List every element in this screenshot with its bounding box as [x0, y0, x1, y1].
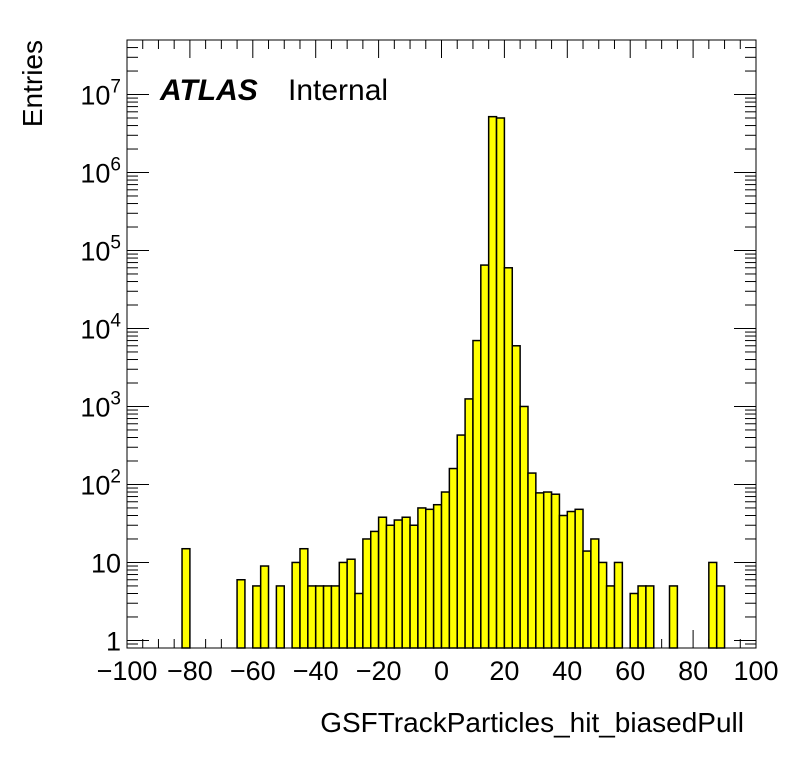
histogram-bin — [307, 585, 317, 649]
histogram-bin — [181, 547, 191, 649]
y-tick-label: 102 — [80, 466, 121, 500]
histogram-bin — [401, 516, 411, 649]
y-tick-label: 1 — [106, 626, 121, 656]
y-axis-title: Entries — [17, 40, 48, 127]
histogram-bin — [432, 503, 443, 649]
histogram-bin — [637, 585, 647, 649]
x-tick-label: 60 — [615, 656, 645, 686]
histogram-bin — [668, 585, 679, 649]
histogram-bin — [519, 405, 529, 649]
histogram-bin — [236, 579, 246, 649]
x-tick-label: 40 — [552, 656, 582, 686]
histogram-bin — [291, 561, 301, 649]
histogram-bin — [385, 524, 396, 649]
histogram-bin — [542, 491, 553, 649]
histogram-bins — [181, 115, 726, 649]
x-tick-label: 20 — [489, 656, 519, 686]
axis-ticks — [126, 39, 757, 649]
histogram-bin — [417, 507, 427, 649]
histogram-bin — [605, 585, 616, 649]
y-tick-label: 104 — [80, 310, 121, 344]
histogram-bin — [574, 508, 584, 649]
histogram-bin — [393, 519, 403, 649]
internal-label: Internal — [288, 74, 388, 107]
histogram-bin — [715, 585, 726, 649]
histogram-bin — [527, 472, 537, 649]
histogram-bin — [425, 508, 435, 649]
histogram-bin — [440, 491, 451, 649]
histogram-bin — [314, 585, 325, 649]
histogram-bin — [480, 264, 490, 649]
y-tick-label: 103 — [80, 388, 121, 422]
histogram-bin — [708, 561, 718, 649]
y-tick-label: 10 — [91, 548, 121, 578]
histogram-bin — [299, 547, 309, 649]
histogram-bin — [322, 585, 333, 649]
x-tick-label: 0 — [434, 656, 449, 686]
histogram-bin — [550, 493, 561, 649]
histogram-bin — [354, 592, 364, 649]
histogram-bin — [598, 561, 608, 649]
y-tick-label: 107 — [80, 77, 121, 111]
atlas-label: ATLAS — [159, 74, 258, 107]
histogram-bin — [582, 550, 592, 649]
histogram-bin — [645, 585, 655, 649]
histogram-bin — [456, 434, 466, 649]
histogram-bin — [377, 516, 388, 649]
tick-labels: −100 −80 −60 −40 −20 0 20 40 60 80 100 1 10 102 103 104… — [80, 77, 778, 686]
histogram-bin — [495, 117, 506, 649]
histogram-bin — [369, 530, 380, 649]
histogram-bin — [338, 561, 348, 649]
histogram-bin — [503, 267, 514, 649]
histogram-bin — [472, 339, 482, 649]
histogram-bin — [252, 585, 262, 649]
x-tick-label: 100 — [733, 656, 778, 686]
histogram-bin — [259, 565, 270, 649]
histogram-bin — [346, 558, 356, 649]
x-tick-label: −40 — [293, 656, 339, 686]
y-tick-label: 106 — [80, 155, 121, 189]
histogram-bin — [464, 398, 474, 649]
histogram-bin — [613, 561, 624, 649]
histogram-bin — [590, 538, 600, 649]
histogram-bin — [511, 345, 521, 649]
histogram-bin — [629, 592, 639, 649]
x-tick-label: −100 — [97, 656, 158, 686]
histogram-bin — [448, 467, 458, 649]
histogram-bin — [362, 538, 372, 649]
histogram-bin — [487, 115, 498, 649]
histogram-bin — [558, 514, 569, 649]
x-tick-label: 80 — [678, 656, 708, 686]
histogram-bin — [535, 492, 545, 649]
y-tick-label: 105 — [80, 232, 121, 266]
histogram-bin — [409, 524, 419, 649]
x-tick-label: −80 — [167, 656, 213, 686]
x-tick-label: −20 — [356, 656, 402, 686]
x-axis-title: GSFTrackParticles_hit_biasedPull — [320, 707, 744, 738]
histogram-bin — [566, 510, 576, 649]
histogram-bin — [275, 585, 286, 649]
x-tick-label: −60 — [230, 656, 276, 686]
histogram-bin — [330, 585, 341, 649]
